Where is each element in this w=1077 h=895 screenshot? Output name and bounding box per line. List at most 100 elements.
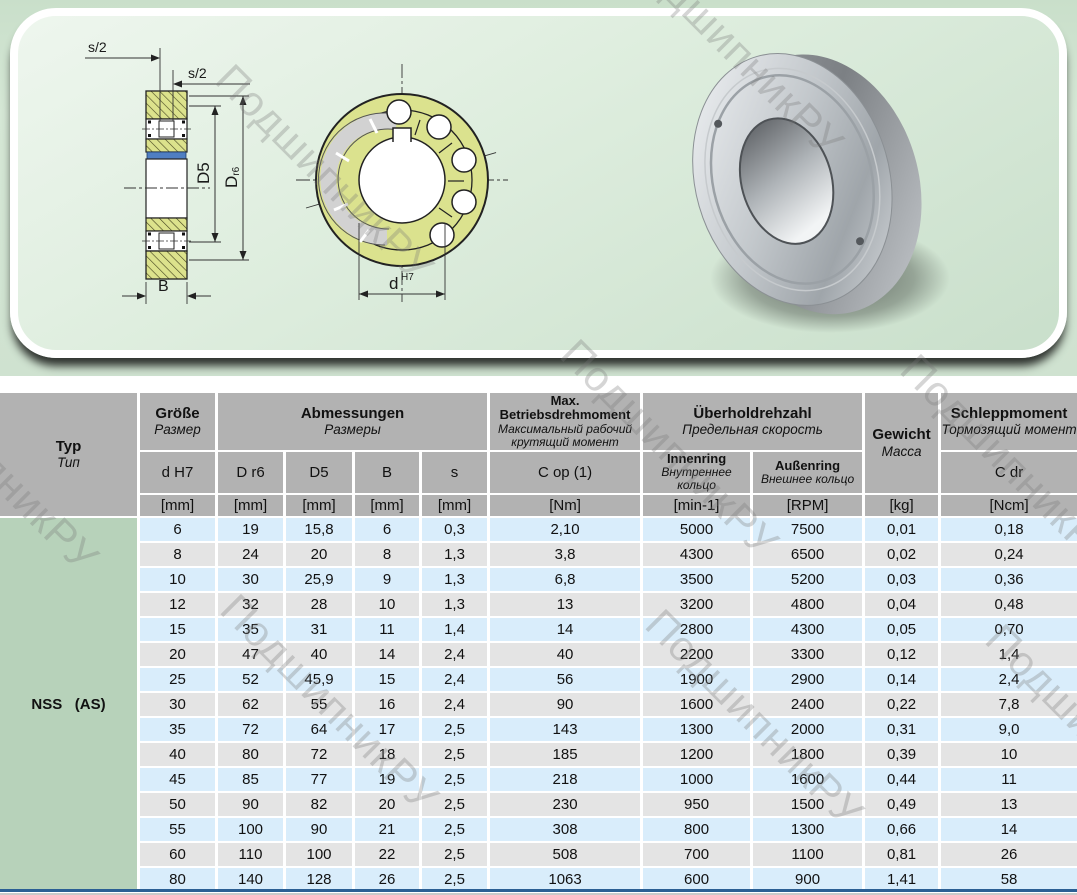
table-cell: 85: [218, 767, 283, 791]
subheader-innenring-de: Innenring: [666, 452, 727, 466]
table-cell: 1800: [753, 742, 863, 766]
header-schleppmoment-ru: Тормозящий момент: [941, 422, 1077, 438]
table-cell: 14: [941, 817, 1077, 841]
table-cell: 7,8: [941, 692, 1077, 716]
dim-label-dr6: Dr6: [222, 166, 242, 188]
bearing-photo: [692, 53, 950, 333]
table-cell: 16: [355, 692, 419, 716]
table-row: 60 110 100 22 2,5 508 700 1100 0,81 26: [0, 842, 1077, 866]
table-cell: 2900: [753, 667, 863, 691]
table-cell: 15: [355, 667, 419, 691]
subheader-innenring: Innenring Внутреннее кольцо: [643, 452, 751, 493]
table-cell: 1,4: [941, 642, 1077, 666]
table-row: 80 140 128 26 2,5 1063 600 900 1,41 58: [0, 867, 1077, 891]
table-cell: 11: [941, 767, 1077, 791]
table-cell: 3,8: [490, 542, 641, 566]
table-cell: 40: [286, 642, 352, 666]
table-cell: 2800: [643, 617, 751, 641]
table-cell: 8: [355, 542, 419, 566]
table-cell: 2,5: [422, 842, 488, 866]
table-cell: 62: [218, 692, 283, 716]
subheader-aussenring-ru: Внешнее кольцо: [760, 471, 855, 486]
table-cell: 3500: [643, 567, 751, 591]
table-cell: 10: [140, 567, 215, 591]
table-row: 30 62 55 16 2,4 90 1600 2400 0,22 7,8: [0, 692, 1077, 716]
table-cell: 82: [286, 792, 352, 816]
table-cell: 1500: [753, 792, 863, 816]
table-cell: 12: [140, 592, 215, 616]
table-cell: 110: [218, 842, 283, 866]
table-row: 45 85 77 19 2,5 218 1000 1600 0,44 11: [0, 767, 1077, 791]
type-label-cell: NSS (AS): [0, 517, 137, 891]
header-abmessungen: Abmessungen Размеры: [218, 393, 488, 450]
header-ueberholdrehzahl-de: Überholdrehzahl: [693, 405, 812, 423]
table-cell: 80: [218, 742, 283, 766]
unit-innenring: [min-1]: [643, 494, 751, 516]
table-cell: 4300: [753, 617, 863, 641]
header-typ-ru: Тип: [57, 455, 80, 471]
table-cell: 0,02: [865, 542, 939, 566]
table-cell: 26: [941, 842, 1077, 866]
table-cell: 11: [355, 617, 419, 641]
table-cell: 0,39: [865, 742, 939, 766]
unit-d-h7: [mm]: [140, 494, 215, 516]
table-cell: 1100: [753, 842, 863, 866]
table-cell: 18: [355, 742, 419, 766]
table-cell: 308: [490, 817, 641, 841]
header-ueberholdrehzahl-ru: Предельная скорость: [682, 422, 823, 438]
table-cell: 15,8: [286, 517, 352, 541]
header-max-moment: Max. Betriebsdrehmoment Максимальный раб…: [490, 393, 641, 450]
header-gewicht-ru: Масса: [881, 443, 922, 459]
table-cell: 55: [140, 817, 215, 841]
table-cell: 24: [218, 542, 283, 566]
table-cell: 64: [286, 717, 352, 741]
table-cell: 0,70: [941, 617, 1077, 641]
table-row: NSS (AS) 6 19 15,8 6 0,3 2,10 5000 7500 0,01 0,18: [0, 517, 1077, 891]
table-cell: 32: [218, 592, 283, 616]
dim-label-s2-mid: s/2: [188, 65, 207, 81]
subheader-aussenring-de: Außenring: [775, 457, 841, 473]
table-cell: 800: [643, 817, 751, 841]
dim-label-bore: d: [389, 274, 398, 293]
table-cell: 100: [218, 817, 283, 841]
table-cell: 2,5: [422, 742, 488, 766]
unit-s: [mm]: [422, 494, 488, 516]
table-cell: 13: [490, 592, 641, 616]
table-cell: 13: [941, 792, 1077, 816]
table-cell: 0,48: [941, 592, 1077, 616]
spec-table: Typ Тип Größe Размер Abmessungen Размеры…: [0, 391, 1077, 893]
header-typ: Typ Тип: [0, 393, 137, 516]
subheader-c-op: C op (1): [490, 452, 641, 493]
table-cell: 25: [140, 667, 215, 691]
table-cell: 22: [355, 842, 419, 866]
table-cell: 58: [941, 867, 1077, 891]
header-groesse-de: Größe: [155, 405, 200, 423]
table-cell: 17: [355, 717, 419, 741]
table-cell: 55: [286, 692, 352, 716]
table-cell: 2,5: [422, 792, 488, 816]
table-cell: 52: [218, 667, 283, 691]
table-cell: 140: [218, 867, 283, 891]
table-cell: 90: [218, 792, 283, 816]
table-cell: 56: [490, 667, 641, 691]
table-cell: 15: [140, 617, 215, 641]
header-schleppmoment-de: Schleppmoment: [950, 405, 1068, 423]
table-row: 40 80 72 18 2,5 185 1200 1800 0,39 10: [0, 742, 1077, 766]
dim-label-bore-tol: H7: [401, 272, 414, 283]
table-cell: 600: [643, 867, 751, 891]
header-schleppmoment: Schleppmoment Тормозящий момент: [941, 393, 1077, 450]
unit-gewicht: [kg]: [865, 494, 939, 516]
table-row: 10 30 25,9 9 1,3 6,8 3500 5200 0,03 0,36: [0, 567, 1077, 591]
table-cell: 4300: [643, 542, 751, 566]
header-groesse: Größe Размер: [140, 393, 215, 450]
table-cell: 10: [941, 742, 1077, 766]
table-cell: 950: [643, 792, 751, 816]
table-cell: 0,03: [865, 567, 939, 591]
table-body: NSS (AS) 6 19 15,8 6 0,3 2,10 5000 7500 0,01 0,18 8…: [0, 517, 1077, 891]
table-cell: 0,12: [865, 642, 939, 666]
table-cell: 1,41: [865, 867, 939, 891]
header-max-moment-de: Max. Betriebsdrehmoment: [499, 393, 631, 423]
table-row: 15 35 31 11 1,4 14 2800 4300 0,05 0,70: [0, 617, 1077, 641]
header-typ-de: Typ: [55, 437, 82, 455]
header-gewicht-de: Gewicht: [872, 426, 931, 444]
